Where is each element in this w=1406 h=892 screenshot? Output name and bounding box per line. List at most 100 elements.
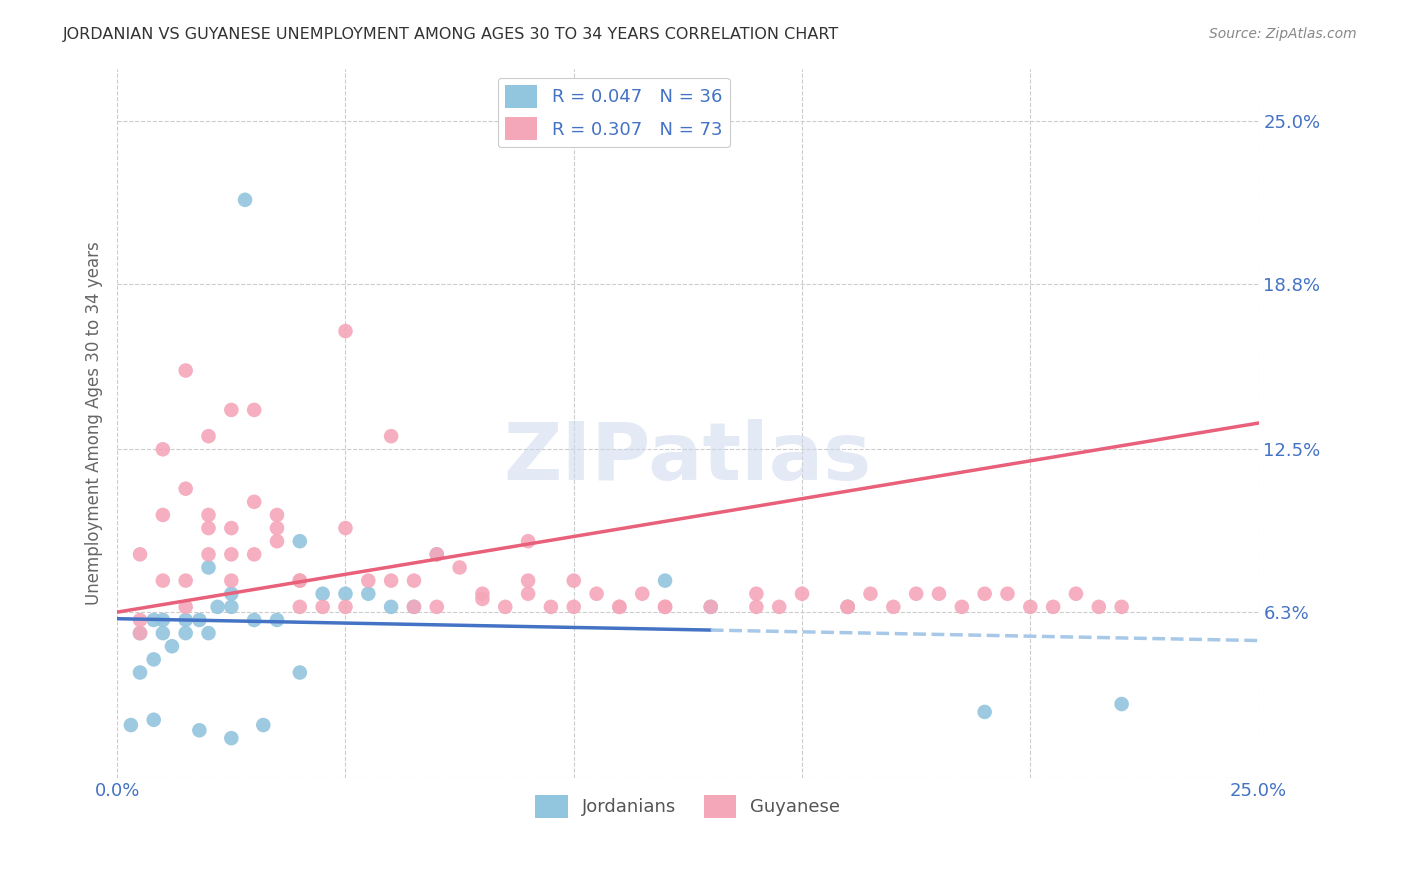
Point	[197, 547, 219, 561]
Point	[1064, 587, 1087, 601]
Point	[174, 574, 197, 588]
Point	[654, 599, 676, 614]
Point	[1111, 697, 1133, 711]
Point	[266, 613, 288, 627]
Text: Source: ZipAtlas.com: Source: ZipAtlas.com	[1209, 27, 1357, 41]
Point	[517, 587, 540, 601]
Point	[402, 599, 425, 614]
Point	[699, 599, 721, 614]
Point	[243, 403, 266, 417]
Point	[266, 508, 288, 522]
Point	[380, 429, 402, 443]
Point	[1088, 599, 1111, 614]
Point	[129, 626, 152, 640]
Point	[609, 599, 631, 614]
Point	[1042, 599, 1064, 614]
Point	[585, 587, 607, 601]
Point	[266, 534, 288, 549]
Point	[517, 534, 540, 549]
Point	[243, 495, 266, 509]
Point	[197, 560, 219, 574]
Point	[380, 574, 402, 588]
Point	[142, 613, 165, 627]
Point	[494, 599, 516, 614]
Point	[288, 574, 311, 588]
Point	[928, 587, 950, 601]
Point	[221, 574, 243, 588]
Point	[997, 587, 1019, 601]
Point	[471, 592, 494, 607]
Point	[402, 599, 425, 614]
Text: ZIPatlas: ZIPatlas	[503, 419, 872, 498]
Point	[790, 587, 813, 601]
Point	[631, 587, 654, 601]
Point	[1019, 599, 1042, 614]
Point	[335, 587, 357, 601]
Point	[357, 574, 380, 588]
Point	[311, 599, 333, 614]
Point	[142, 713, 165, 727]
Point	[152, 626, 174, 640]
Point	[449, 560, 471, 574]
Point	[174, 482, 197, 496]
Point	[174, 599, 197, 614]
Point	[129, 613, 152, 627]
Point	[357, 587, 380, 601]
Point	[152, 508, 174, 522]
Point	[654, 574, 676, 588]
Point	[221, 587, 243, 601]
Point	[207, 599, 229, 614]
Point	[426, 547, 449, 561]
Point	[243, 613, 266, 627]
Point	[335, 599, 357, 614]
Point	[311, 587, 333, 601]
Point	[120, 718, 142, 732]
Point	[540, 599, 562, 614]
Point	[426, 599, 449, 614]
Point	[188, 723, 211, 738]
Point	[160, 640, 183, 654]
Point	[174, 613, 197, 627]
Point	[197, 508, 219, 522]
Point	[221, 599, 243, 614]
Point	[1111, 599, 1133, 614]
Y-axis label: Unemployment Among Ages 30 to 34 years: Unemployment Among Ages 30 to 34 years	[86, 241, 103, 605]
Point	[402, 574, 425, 588]
Point	[243, 547, 266, 561]
Point	[288, 574, 311, 588]
Legend: Jordanians, Guyanese: Jordanians, Guyanese	[529, 788, 848, 825]
Point	[562, 599, 585, 614]
Point	[197, 626, 219, 640]
Point	[859, 587, 882, 601]
Point	[221, 403, 243, 417]
Point	[745, 599, 768, 614]
Point	[973, 705, 995, 719]
Point	[288, 665, 311, 680]
Point	[197, 521, 219, 535]
Point	[129, 626, 152, 640]
Point	[654, 599, 676, 614]
Point	[197, 429, 219, 443]
Point	[288, 599, 311, 614]
Point	[233, 193, 256, 207]
Point	[142, 652, 165, 666]
Point	[768, 599, 790, 614]
Point	[837, 599, 859, 614]
Point	[152, 574, 174, 588]
Point	[380, 599, 402, 614]
Point	[188, 613, 211, 627]
Point	[129, 547, 152, 561]
Point	[745, 587, 768, 601]
Point	[517, 574, 540, 588]
Point	[837, 599, 859, 614]
Point	[699, 599, 721, 614]
Point	[335, 521, 357, 535]
Point	[609, 599, 631, 614]
Point	[950, 599, 973, 614]
Point	[174, 363, 197, 377]
Point	[152, 442, 174, 457]
Point	[882, 599, 904, 614]
Point	[973, 587, 995, 601]
Point	[266, 521, 288, 535]
Point	[152, 613, 174, 627]
